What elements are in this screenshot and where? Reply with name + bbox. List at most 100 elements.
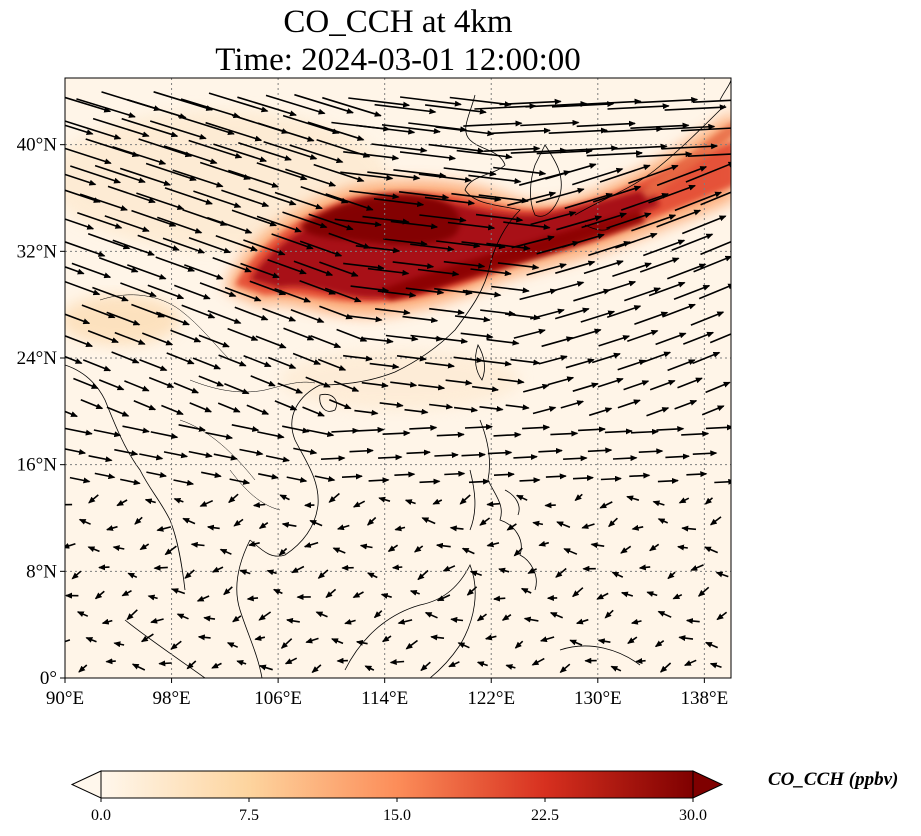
wind-vector-arrow bbox=[223, 586, 233, 596]
wind-vector-arrow bbox=[620, 193, 669, 211]
wind-vector-arrow bbox=[631, 214, 677, 232]
wind-vector-arrow bbox=[709, 333, 731, 344]
wind-vector-arrow bbox=[522, 424, 551, 431]
wind-vector-arrow bbox=[189, 402, 213, 413]
wind-vector-arrow bbox=[319, 261, 359, 277]
colorbar-tick-label: 15.0 bbox=[383, 807, 411, 824]
wind-vector-arrow bbox=[685, 161, 731, 183]
x-tick-label: 122°E bbox=[467, 688, 515, 709]
wind-vector-arrow bbox=[432, 498, 443, 505]
wind-vector-arrow bbox=[410, 243, 455, 252]
wind-vector-arrow bbox=[178, 424, 206, 432]
wind-vector-arrow bbox=[611, 571, 624, 578]
wind-vector-arrow bbox=[325, 193, 374, 211]
wind-vector-arrow bbox=[79, 193, 128, 211]
wind-vector-arrow bbox=[681, 430, 710, 437]
wind-vector-arrow bbox=[424, 196, 476, 206]
wind-vector-arrow bbox=[207, 310, 242, 324]
wind-vector-arrow bbox=[493, 471, 515, 478]
wind-vector-arrow bbox=[274, 400, 298, 411]
wind-vector-arrow bbox=[373, 198, 425, 208]
wind-vector-arrow bbox=[503, 221, 551, 230]
wind-vector-arrow bbox=[268, 356, 297, 369]
wind-vector-arrow bbox=[598, 335, 631, 347]
wind-vector-arrow bbox=[522, 383, 550, 393]
wind-vector-arrow bbox=[272, 588, 283, 595]
wind-vector-arrow bbox=[107, 185, 156, 204]
wind-vector-arrow bbox=[413, 545, 424, 553]
wind-vector-arrow bbox=[507, 191, 557, 207]
wind-vector-arrow bbox=[396, 355, 427, 362]
wind-vector-arrow bbox=[656, 426, 685, 433]
wind-vector-arrow bbox=[704, 497, 714, 505]
wind-vector-arrow bbox=[428, 143, 485, 154]
wind-vector-arrow bbox=[634, 311, 669, 325]
colorbar: 0.0 7.5 15.0 22.5 30.0 bbox=[70, 770, 724, 824]
wind-vector-arrow bbox=[88, 494, 99, 504]
wind-vector-arrow bbox=[486, 242, 531, 251]
wind-vector-arrow bbox=[391, 564, 403, 571]
wind-vector-arrow bbox=[515, 494, 528, 501]
colorbar-tick-label: 22.5 bbox=[531, 807, 559, 824]
wind-vector-arrow bbox=[139, 358, 168, 372]
wind-vector-arrow bbox=[572, 382, 599, 392]
wind-vector-arrow bbox=[307, 121, 365, 141]
wind-vector-arrow bbox=[649, 543, 660, 552]
wind-vector-arrow bbox=[127, 572, 138, 579]
wind-vector-arrow bbox=[218, 354, 247, 367]
wind-vector-arrow bbox=[228, 493, 239, 504]
wind-vector-arrow bbox=[591, 352, 621, 364]
wind-vector-arrow bbox=[461, 451, 486, 458]
wind-vector-arrow bbox=[162, 237, 206, 254]
wind-vector-arrow bbox=[520, 119, 580, 127]
wind-vector-arrow bbox=[142, 332, 174, 346]
wind-vector-arrow bbox=[456, 149, 513, 160]
wind-vector-arrow bbox=[444, 470, 466, 477]
wind-vector-arrow bbox=[592, 185, 642, 203]
wind-vector-arrow bbox=[583, 260, 624, 275]
wind-vector-arrow bbox=[624, 287, 662, 302]
wind-vector-arrow bbox=[120, 478, 141, 486]
wind-vector-arrow bbox=[596, 592, 609, 600]
wind-vector-arrow bbox=[239, 448, 264, 456]
wind-vector-arrow bbox=[486, 541, 500, 548]
wind-vector-arrow bbox=[343, 262, 385, 271]
wind-vector-arrow bbox=[134, 516, 143, 525]
wind-vector-arrow bbox=[648, 184, 696, 204]
wind-vector-arrow bbox=[394, 525, 406, 532]
wind-vector-arrow bbox=[150, 431, 179, 440]
wind-vector-arrow bbox=[76, 98, 136, 118]
wind-vector-arrow bbox=[138, 138, 193, 158]
wind-vector-arrow bbox=[681, 127, 731, 132]
wind-vector-arrow bbox=[354, 409, 379, 416]
y-tick-label: 0° bbox=[40, 668, 57, 689]
wind-vector-arrow bbox=[93, 429, 122, 438]
wind-vector-arrow bbox=[70, 165, 122, 184]
wind-vector-arrow bbox=[293, 447, 318, 455]
wind-vector-arrow bbox=[379, 401, 404, 408]
wind-vector-arrow bbox=[425, 362, 455, 369]
wind-vector-arrow bbox=[205, 121, 263, 142]
wind-vector-arrow bbox=[199, 282, 237, 297]
wind-vector-arrow bbox=[106, 525, 118, 531]
wind-vector-arrow bbox=[519, 477, 541, 484]
wind-vector-arrow bbox=[106, 311, 141, 326]
wind-vector-arrow bbox=[78, 664, 88, 673]
wind-vector-arrow bbox=[505, 664, 516, 670]
wind-vector-arrow bbox=[709, 662, 722, 669]
colorbar-tick-label: 7.5 bbox=[239, 807, 259, 824]
wind-vector-arrow bbox=[81, 304, 116, 319]
wind-vector-arrow bbox=[356, 426, 385, 433]
wind-vector-arrow bbox=[705, 424, 731, 431]
wind-vector-arrow bbox=[409, 424, 438, 431]
wind-vector-arrow bbox=[555, 260, 596, 274]
wind-vector-arrow bbox=[383, 238, 428, 247]
wind-vector-arrow bbox=[65, 189, 101, 203]
wind-vector-arrow bbox=[561, 145, 619, 152]
wind-vector-arrow bbox=[126, 609, 138, 621]
wind-vector-arrow bbox=[493, 166, 547, 177]
wind-vector-arrow bbox=[76, 611, 89, 618]
wind-vector-arrow bbox=[382, 430, 411, 437]
wind-vector-arrow bbox=[98, 564, 110, 571]
wind-vector-arrow bbox=[331, 638, 344, 645]
